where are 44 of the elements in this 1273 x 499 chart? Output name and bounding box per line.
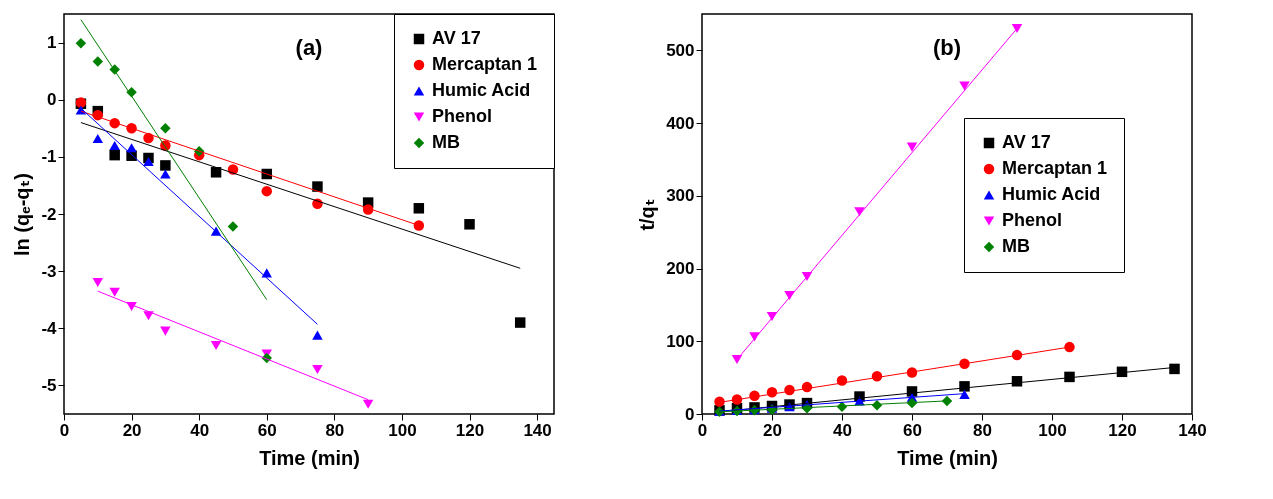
x-tick-label: 60 xyxy=(903,420,922,440)
y-tick-label: 100 xyxy=(666,331,695,351)
x-tick-label: 80 xyxy=(325,420,345,440)
y-axis-title: ln (qₑ-qₜ) xyxy=(11,172,34,257)
x-tick-label: 40 xyxy=(833,420,852,440)
y-tick-label: 400 xyxy=(666,113,695,133)
x-tick-label: 100 xyxy=(1038,420,1067,440)
legend-label: AV 17 xyxy=(1002,132,1051,152)
x-tick-label: 140 xyxy=(1178,420,1207,440)
legend-label: MB xyxy=(1002,236,1030,256)
x-axis-title: Time (min) xyxy=(897,446,998,469)
legend-label: Mercaptan 1 xyxy=(432,54,538,74)
y-tick-label: -3 xyxy=(41,261,57,281)
x-tick-label: 140 xyxy=(523,420,552,440)
annotation: (a) xyxy=(295,35,323,60)
y-tick-label: 300 xyxy=(666,186,695,206)
y-tick-label: 0 xyxy=(685,404,695,424)
x-tick-label: 20 xyxy=(763,420,782,440)
x-tick-label: 40 xyxy=(190,420,210,440)
annotation: (b) xyxy=(932,35,962,60)
x-tick-label: 20 xyxy=(122,420,142,440)
legend-label: Humic Acid xyxy=(432,80,531,100)
y-tick-label: -5 xyxy=(41,375,57,395)
y-tick-label: -4 xyxy=(41,318,58,338)
legend-label: AV 17 xyxy=(432,28,481,48)
y-tick-label: 1 xyxy=(47,33,57,53)
x-axis-title: Time (min) xyxy=(259,446,360,469)
y-tick-label: -2 xyxy=(41,204,57,224)
legend-label: Humic Acid xyxy=(1002,184,1101,204)
legend-label: Mercaptan 1 xyxy=(1002,158,1108,178)
legend-label: Phenol xyxy=(432,106,493,126)
x-tick-label: 60 xyxy=(257,420,277,440)
legend-label: Phenol xyxy=(1002,210,1063,230)
y-tick-label: 0 xyxy=(47,90,57,110)
x-tick-label: 120 xyxy=(455,420,485,440)
x-tick-label: 0 xyxy=(697,420,708,440)
y-tick-label: -1 xyxy=(41,147,57,167)
x-tick-label: 120 xyxy=(1108,420,1137,440)
legend-label: MB xyxy=(432,132,460,152)
x-tick-label: 100 xyxy=(388,420,417,440)
y-tick-label: 500 xyxy=(666,40,695,60)
y-tick-label: 200 xyxy=(666,259,695,279)
x-tick-label: 80 xyxy=(973,420,992,440)
y-axis-title: t/qₜ xyxy=(636,198,659,231)
